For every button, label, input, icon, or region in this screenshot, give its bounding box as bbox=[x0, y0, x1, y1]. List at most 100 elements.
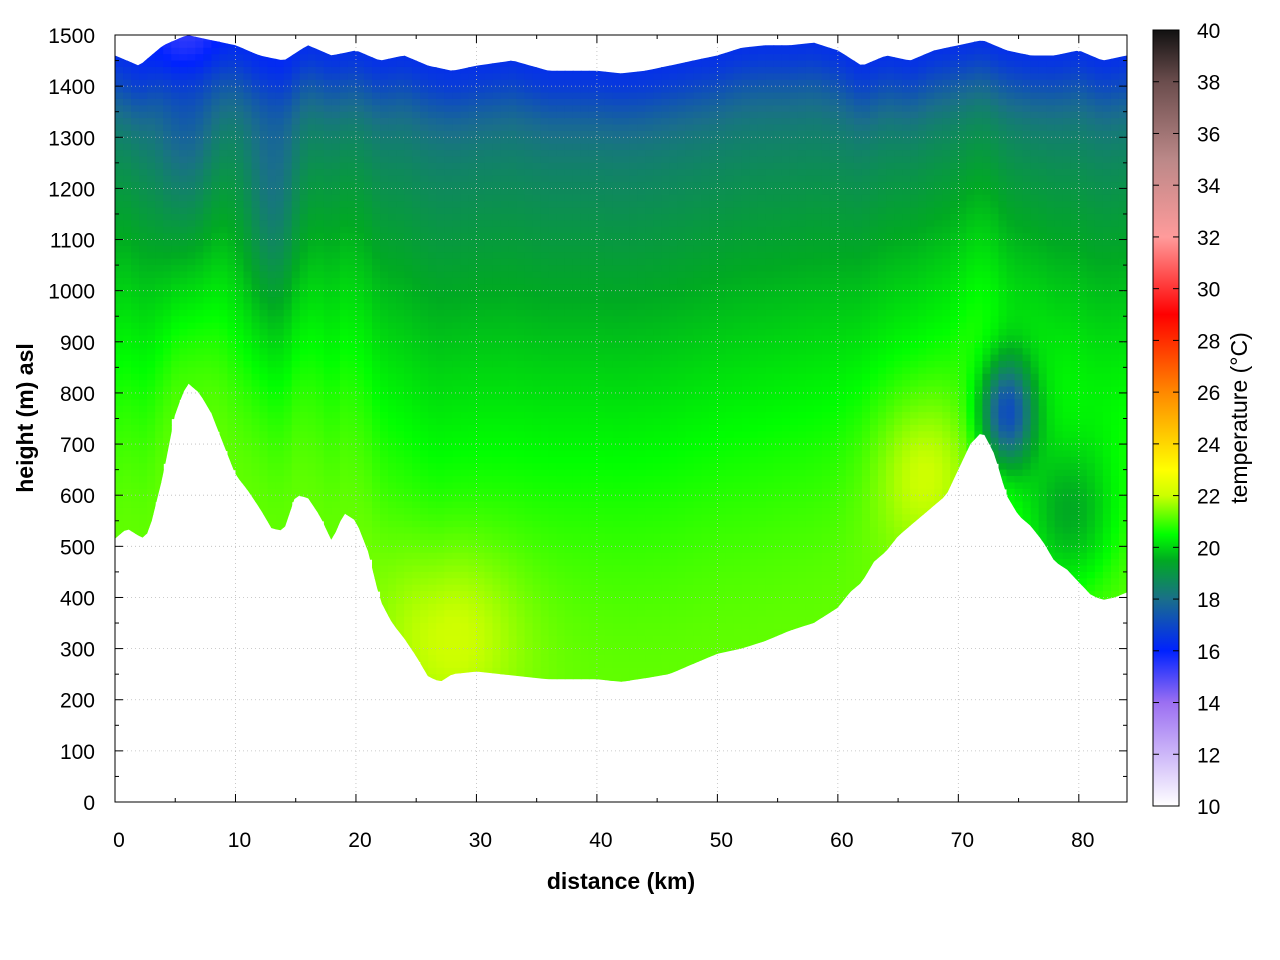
field-cell bbox=[115, 437, 124, 445]
field-cell bbox=[131, 188, 140, 196]
field-cell bbox=[219, 284, 229, 292]
field-cell bbox=[227, 431, 237, 439]
field-cell bbox=[452, 367, 461, 375]
field-cell bbox=[203, 392, 212, 400]
field-cell bbox=[388, 463, 397, 471]
field-cell bbox=[235, 162, 245, 170]
field-cell bbox=[267, 424, 277, 432]
field-cell bbox=[299, 450, 309, 458]
field-cell bbox=[299, 271, 309, 279]
field-cell bbox=[404, 418, 413, 426]
field-cell bbox=[363, 201, 373, 209]
field-cell bbox=[516, 150, 526, 158]
field-cell bbox=[580, 329, 590, 337]
field-cell bbox=[283, 73, 293, 81]
field-cell bbox=[323, 143, 333, 151]
field-cell bbox=[428, 239, 437, 247]
field-cell bbox=[532, 386, 542, 394]
field-cell bbox=[516, 309, 526, 317]
field-cell bbox=[516, 424, 526, 432]
field-cell bbox=[476, 277, 486, 285]
field-cell bbox=[556, 188, 566, 196]
field-cell bbox=[444, 578, 453, 586]
field-cell bbox=[291, 162, 301, 170]
field-cell bbox=[412, 66, 421, 74]
field-cell bbox=[323, 380, 333, 388]
field-cell bbox=[388, 220, 397, 228]
field-cell bbox=[428, 182, 437, 189]
field-cell bbox=[492, 623, 502, 631]
field-cell bbox=[179, 335, 188, 343]
field-cell bbox=[203, 271, 212, 279]
field-cell bbox=[492, 175, 502, 183]
field-cell bbox=[275, 66, 285, 74]
field-cell bbox=[484, 597, 494, 605]
field-cell bbox=[163, 207, 172, 215]
field-cell bbox=[267, 207, 277, 215]
field-cell bbox=[524, 597, 534, 605]
field-cell bbox=[532, 290, 542, 298]
field-cell bbox=[524, 322, 534, 330]
field-cell bbox=[123, 252, 132, 260]
field-cell bbox=[275, 354, 285, 362]
field-cell bbox=[259, 92, 269, 100]
field-cell bbox=[131, 156, 140, 164]
field-cell bbox=[468, 188, 478, 196]
field-cell bbox=[315, 66, 325, 74]
field-cell bbox=[171, 207, 180, 215]
field-cell bbox=[404, 60, 413, 68]
field-cell bbox=[532, 463, 542, 471]
field-cell bbox=[476, 565, 486, 573]
field-cell bbox=[331, 175, 341, 183]
field-cell bbox=[564, 252, 574, 260]
field-cell bbox=[235, 213, 245, 221]
field-cell bbox=[363, 463, 373, 471]
field-cell bbox=[372, 162, 381, 170]
field-cell bbox=[540, 527, 550, 535]
field-cell bbox=[195, 201, 204, 209]
field-cell bbox=[564, 591, 574, 599]
field-cell bbox=[251, 98, 261, 106]
field-cell bbox=[291, 488, 301, 496]
field-cell bbox=[195, 252, 204, 260]
field-cell bbox=[548, 182, 558, 189]
field-cell bbox=[259, 335, 269, 343]
field-cell bbox=[347, 143, 357, 151]
field-cell bbox=[372, 284, 381, 292]
field-cell bbox=[347, 233, 357, 241]
field-cell bbox=[540, 252, 550, 260]
field-cell bbox=[556, 552, 566, 560]
field-cell bbox=[155, 105, 164, 113]
field-cell bbox=[508, 226, 518, 234]
field-cell bbox=[436, 597, 445, 605]
field-cell bbox=[508, 245, 518, 253]
field-cell bbox=[363, 98, 373, 106]
field-cell bbox=[420, 444, 429, 452]
field-cell bbox=[363, 495, 373, 503]
field-cell bbox=[532, 220, 542, 228]
field-cell bbox=[275, 258, 285, 266]
field-cell bbox=[147, 469, 156, 477]
field-cell bbox=[476, 201, 486, 209]
field-cell bbox=[267, 265, 277, 273]
field-cell bbox=[380, 354, 389, 362]
field-cell bbox=[203, 130, 212, 138]
field-cell bbox=[444, 495, 453, 503]
field-cell bbox=[508, 520, 518, 528]
field-cell bbox=[548, 476, 558, 484]
field-cell bbox=[444, 418, 453, 426]
field-cell bbox=[588, 629, 598, 637]
field-cell bbox=[179, 137, 188, 145]
field-cell bbox=[388, 188, 397, 196]
field-cell bbox=[412, 418, 421, 426]
field-cell bbox=[412, 386, 421, 394]
field-cell bbox=[299, 412, 309, 420]
field-cell bbox=[331, 380, 341, 388]
field-cell bbox=[355, 507, 365, 515]
field-cell bbox=[235, 258, 245, 266]
field-cell bbox=[219, 348, 229, 356]
field-cell bbox=[219, 162, 229, 170]
field-cell bbox=[428, 118, 437, 126]
field-cell bbox=[492, 239, 502, 247]
field-cell bbox=[235, 98, 245, 106]
